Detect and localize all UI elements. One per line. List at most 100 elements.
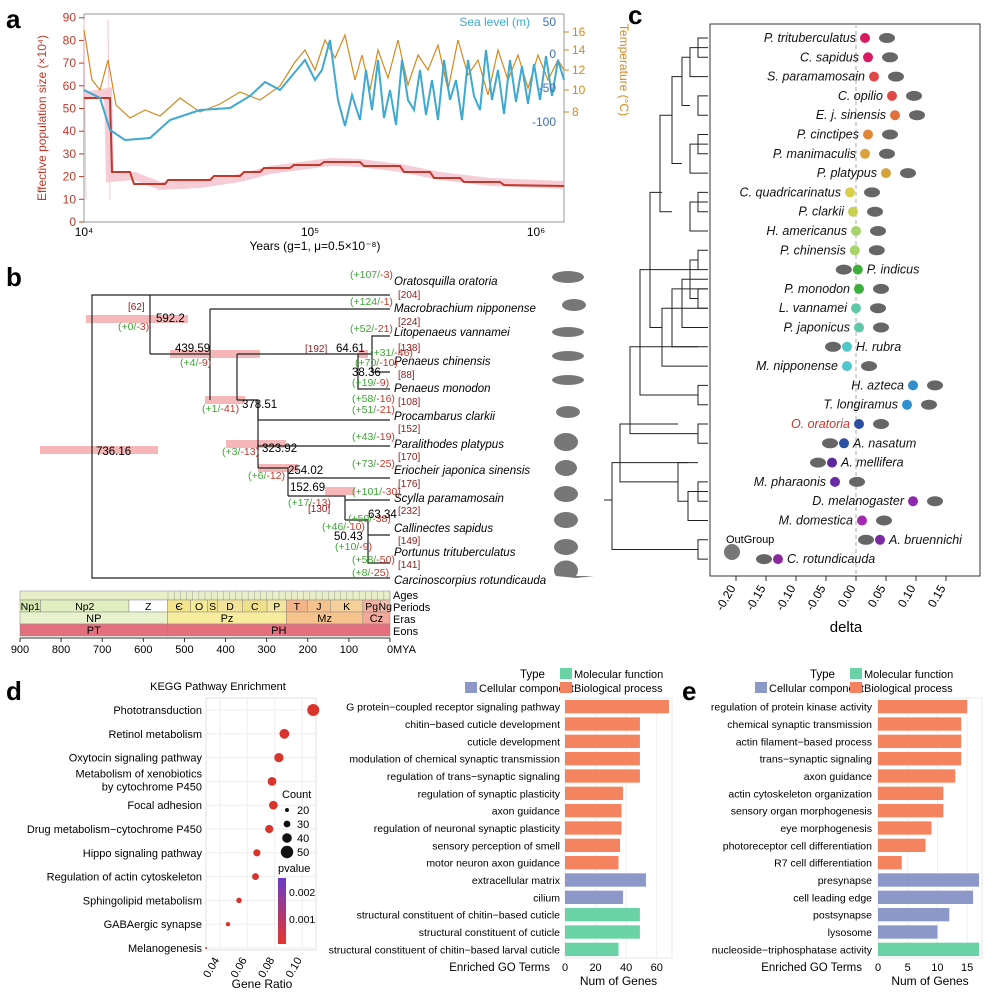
sea-tick: 50 xyxy=(543,15,557,29)
gain-loss-label: (+6/-12) xyxy=(248,470,285,482)
panel-a-label: a xyxy=(6,4,21,34)
go-bar xyxy=(565,717,640,731)
gain-value: (+10/ xyxy=(335,541,359,553)
branch xyxy=(689,143,708,174)
gene-family-count: [138] xyxy=(398,343,420,354)
node-age: 592.2 xyxy=(156,313,185,325)
species-icon xyxy=(882,52,898,63)
go-term: regulation of trans−synaptic signaling xyxy=(387,771,560,783)
taxon-label: Litopenaeus vannamei xyxy=(394,327,510,339)
delta-point xyxy=(851,303,861,314)
go-bar xyxy=(878,804,944,818)
loss-value: -13) xyxy=(240,446,259,458)
temperature-curve xyxy=(83,29,565,119)
node-age: 63.34 xyxy=(368,509,397,521)
y-tick: 20 xyxy=(63,170,77,184)
species-icon xyxy=(921,399,937,410)
gene-family-count: [88] xyxy=(398,370,415,381)
legend-swatch-cc xyxy=(465,682,477,693)
gene-family-count: [152] xyxy=(398,424,420,435)
species-icon xyxy=(858,534,874,545)
node-age: 254.02 xyxy=(288,465,323,477)
go-bar xyxy=(878,942,980,956)
go-bar xyxy=(565,734,640,748)
legend-label: Biological process xyxy=(864,683,953,695)
go-x-label: Num of Genes xyxy=(891,974,968,988)
species-label: M. domestica xyxy=(779,514,853,528)
species-icon xyxy=(927,380,943,391)
go-term: cell leading edge xyxy=(793,892,872,904)
x-tick: 10 xyxy=(931,962,943,974)
species-icon xyxy=(861,361,877,372)
temp-tick: 10 xyxy=(572,83,586,97)
kegg-dot xyxy=(205,947,207,949)
panel-a-x-label: Years (g=1, μ=0.5×10⁻⁸) xyxy=(250,239,381,253)
y-tick: 60 xyxy=(63,79,77,93)
species-label: P. japonicus xyxy=(784,321,851,335)
x-tick: -0.05 xyxy=(803,582,829,613)
gene-family-count: [224] xyxy=(398,317,420,328)
x-tick: -0.15 xyxy=(743,582,769,613)
gain-loss-label: (+70/-10) xyxy=(355,357,398,369)
x-tick: 60 xyxy=(651,962,663,974)
y-tick: 90 xyxy=(63,11,77,25)
gain-value: (+101/ xyxy=(352,486,382,498)
kegg-category: Hippo signaling pathway xyxy=(83,848,203,860)
loss-value: -21) xyxy=(376,404,395,416)
gene-family-count: [232] xyxy=(398,506,420,517)
x-tick: 10⁶ xyxy=(527,225,545,239)
species-label: T. longiramus xyxy=(823,398,898,412)
loss-value: -9) xyxy=(359,541,372,553)
species-icon xyxy=(909,110,925,121)
delta-point xyxy=(860,148,870,159)
gain-loss-label: (+17/-13) xyxy=(288,497,331,509)
kegg-dot xyxy=(253,849,261,857)
delta-point xyxy=(845,187,855,198)
go-term: chitin−based cuticle development xyxy=(405,719,560,731)
go-bar xyxy=(565,908,640,922)
go-bar xyxy=(878,752,962,766)
species-label: E. j. sinensis xyxy=(816,108,886,122)
count-legend-label: 20 xyxy=(297,805,309,817)
go-term: trans−synaptic signaling xyxy=(760,754,873,766)
gain-value: (+6/ xyxy=(248,470,266,482)
kegg-category: Retinol metabolism xyxy=(108,729,202,741)
outgroup-icon xyxy=(724,544,740,560)
branch xyxy=(697,384,708,406)
mya-tick: 500 xyxy=(175,644,193,656)
periods-label: Periods xyxy=(393,602,431,614)
red-population-curve xyxy=(84,97,565,187)
count-legend-dot xyxy=(283,820,291,828)
go-term: axon guidance xyxy=(804,771,872,783)
x-tick: 0.15 xyxy=(925,582,949,610)
go-bar xyxy=(878,873,980,887)
node-age-bar xyxy=(325,487,355,495)
x-tick: 10⁵ xyxy=(301,225,319,239)
kegg-category: Focal adhesion xyxy=(127,800,202,812)
temp-tick: 16 xyxy=(572,25,586,39)
species-label: M. nipponense xyxy=(756,359,838,373)
period-label: Є xyxy=(175,601,183,613)
gain-loss-label: (+0/-3) xyxy=(118,321,149,333)
pvalue-legend-label: 0.001 xyxy=(289,914,315,926)
loss-value: -16) xyxy=(376,393,395,405)
temperature-ticks: 16 14 12 10 8 xyxy=(564,25,586,119)
delta-point xyxy=(863,129,873,140)
go-bar xyxy=(878,717,962,731)
go-term: cuticle development xyxy=(467,736,560,748)
delta-point xyxy=(842,361,852,372)
node-age: 50.43 xyxy=(334,531,363,543)
pvalue-legend-label: 0.002 xyxy=(289,887,315,899)
species-icon xyxy=(867,206,883,217)
species-icon xyxy=(873,419,889,429)
node-age-bar xyxy=(86,315,188,323)
loss-value: -9) xyxy=(376,377,389,389)
x-tick: 5 xyxy=(905,962,911,974)
delta-point xyxy=(851,226,861,236)
period-label: K xyxy=(343,601,350,613)
gain-loss-label: (+124/-1) xyxy=(350,296,393,308)
go-term: motor neuron axon guidance xyxy=(426,858,560,870)
species-icon xyxy=(873,322,889,333)
